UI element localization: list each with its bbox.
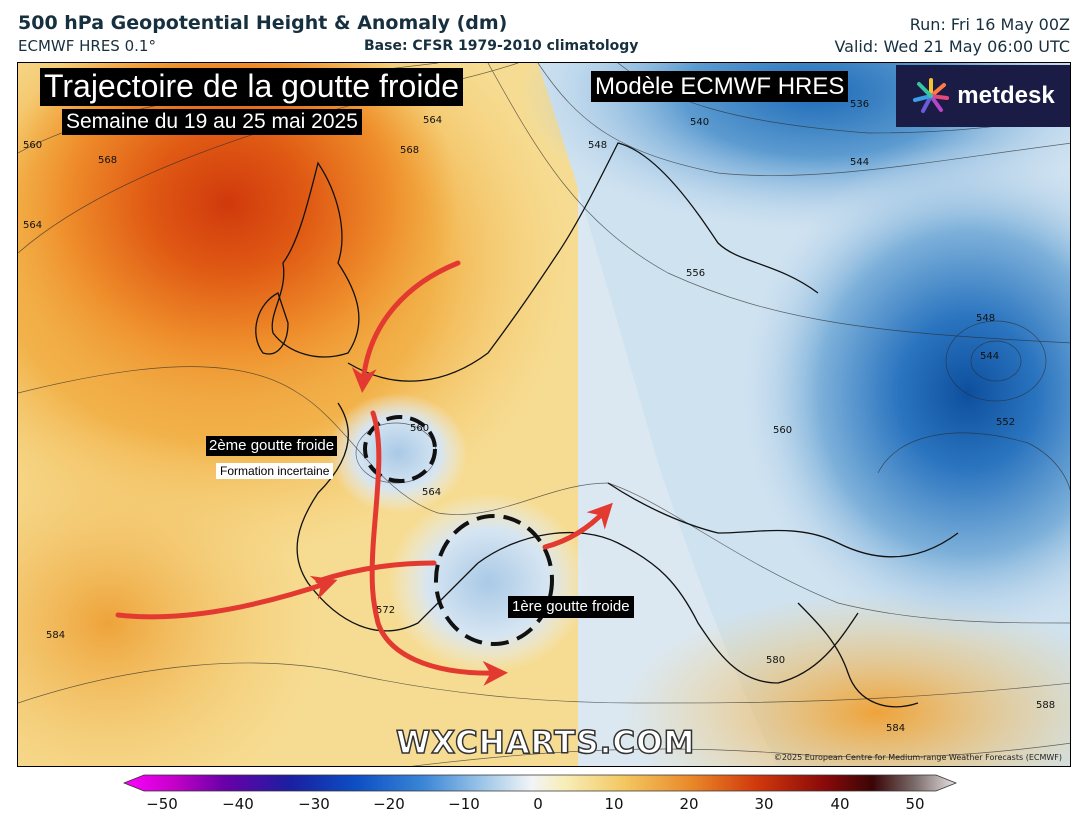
colorbar-tick: −40 — [222, 795, 254, 813]
metdesk-logo: metdesk — [896, 65, 1070, 127]
second-drop-label: 2ème goutte froide — [206, 436, 338, 456]
colorbar-tick: 40 — [830, 795, 850, 813]
colorbar-tick: 30 — [754, 795, 774, 813]
watermark: WXCHARTS.COM — [395, 724, 696, 762]
contour-label: 536 — [850, 99, 869, 110]
contour-labels: 560 568 564 568 564 548 540 536 544 556 … — [23, 99, 1055, 734]
second-drop-note: Formation incertaine — [216, 463, 334, 479]
anomaly-colorbar — [122, 774, 958, 792]
contour-label: 564 — [423, 115, 442, 126]
contour-label: 560 — [23, 140, 42, 151]
contour-label: 568 — [98, 155, 117, 166]
copyright-notice: ©2025 European Centre for Medium-range W… — [773, 753, 1062, 762]
contour-label: 552 — [996, 417, 1015, 428]
contour-label: 544 — [980, 351, 999, 362]
trajectory-arrows — [115, 260, 613, 686]
contour-label: 580 — [766, 655, 785, 666]
colorbar-tick: 0 — [533, 795, 543, 813]
contour-label: 560 — [410, 423, 429, 434]
contour-label: 564 — [23, 220, 42, 231]
arrow-to-italy — [542, 502, 613, 550]
arrow-southward — [369, 410, 508, 686]
contour-label: 544 — [850, 157, 869, 168]
arrow-atlantic-tail — [315, 560, 437, 584]
second-drop-circle — [363, 415, 437, 483]
contour-label: 584 — [46, 630, 65, 641]
first-drop-label: 1ère goutte froide — [508, 596, 634, 618]
model-label: Modèle ECMWF HRES — [591, 71, 849, 103]
flower-icon — [913, 78, 950, 113]
model-subtitle: ECMWF HRES 0.1° — [18, 37, 156, 55]
map-canvas: 560 568 564 568 564 548 540 536 544 556 … — [18, 63, 1070, 766]
colorbar-tick: 50 — [905, 795, 925, 813]
climatology-base: Base: CFSR 1979-2010 climatology — [364, 38, 639, 54]
coastlines — [255, 142, 959, 708]
colorbar-tick: −10 — [448, 795, 480, 813]
anomaly-map: 560 568 564 568 564 548 540 536 544 556 … — [17, 62, 1071, 767]
first-drop-circle — [434, 514, 554, 646]
run-time: Run: Fri 16 May 00Z — [909, 15, 1070, 34]
contour-label: 588 — [1036, 700, 1055, 711]
colorbar-tick: 20 — [679, 795, 699, 813]
valid-time: Valid: Wed 21 May 06:00 UTC — [834, 37, 1070, 56]
chart-title: 500 hPa Geopotential Height & Anomaly (d… — [18, 12, 508, 34]
contour-label: 540 — [690, 117, 709, 128]
colorbar-tick: −50 — [146, 795, 178, 813]
overlay-subtitle: Semaine du 19 au 25 mai 2025 — [62, 109, 362, 136]
contour-label: 584 — [886, 723, 905, 734]
contour-label: 564 — [422, 487, 441, 498]
contour-label: 572 — [376, 605, 395, 616]
arrow-atlantic — [115, 575, 338, 620]
contour-label: 548 — [588, 140, 607, 151]
colorbar-tick: −30 — [298, 795, 330, 813]
brand-name: metdesk — [957, 82, 1055, 109]
overlay-title: Trajectoire de la goutte froide — [40, 68, 464, 106]
contour-label: 560 — [773, 425, 792, 436]
arrow-north-to-france — [351, 260, 461, 393]
contour-label: 548 — [976, 313, 995, 324]
colorbar-tick: 10 — [604, 795, 624, 813]
colorbar-tick: −20 — [373, 795, 405, 813]
contour-label: 556 — [686, 268, 705, 279]
contour-label: 568 — [400, 145, 419, 156]
